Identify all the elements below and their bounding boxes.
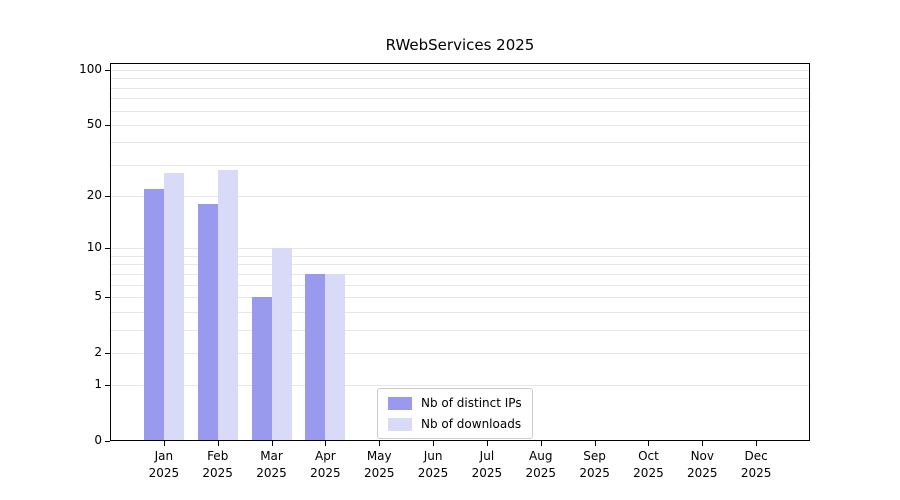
x-tick-mark	[325, 441, 327, 446]
gridline	[110, 385, 810, 387]
x-tick-label: Feb 2025	[202, 449, 233, 480]
gridline	[110, 78, 810, 80]
gridline	[110, 329, 810, 331]
legend-swatch	[388, 417, 412, 431]
x-tick-mark	[217, 441, 219, 446]
legend: Nb of distinct IPs Nb of downloads	[377, 388, 533, 439]
x-tick-label: Nov 2025	[687, 449, 718, 480]
legend-row: Nb of downloads	[388, 416, 522, 432]
y-tick-label: 2	[94, 344, 102, 359]
bar-distinct-ips	[305, 273, 326, 441]
x-tick-mark	[648, 441, 650, 446]
x-tick-mark	[271, 441, 273, 446]
x-tick-mark	[702, 441, 704, 446]
y-tick-label: 100	[79, 62, 102, 76]
y-tick-mark	[105, 196, 110, 198]
x-tick-mark	[486, 441, 488, 446]
legend-label: Nb of distinct IPs	[421, 396, 522, 410]
bar-distinct-ips	[143, 188, 164, 441]
gridline	[110, 255, 810, 257]
x-tick-mark	[594, 441, 596, 446]
legend-label: Nb of downloads	[421, 417, 522, 431]
gridline	[110, 110, 810, 112]
y-tick-label: 1	[94, 377, 102, 392]
bar-downloads	[217, 170, 238, 441]
gridline	[110, 296, 810, 298]
x-tick-label: Oct 2025	[633, 449, 664, 480]
x-tick-label: May 2025	[363, 449, 395, 480]
y-tick-label: 50	[86, 116, 102, 131]
gridline	[110, 311, 810, 313]
gridline	[110, 98, 810, 100]
bar-downloads	[325, 273, 346, 441]
y-tick-mark	[105, 385, 110, 387]
chart-title: RWebServices 2025	[385, 36, 535, 54]
x-tick-label: Jun 2025	[417, 449, 449, 480]
y-tick-mark	[105, 352, 110, 354]
legend-row: Nb of distinct IPs	[388, 395, 522, 411]
y-tick-mark	[105, 441, 110, 442]
gridline	[110, 70, 810, 71]
x-tick-label: Jul 2025	[471, 449, 503, 480]
x-tick-mark	[379, 441, 381, 446]
gridline	[110, 273, 810, 275]
bar-distinct-ips	[251, 296, 272, 441]
x-tick-mark	[540, 441, 542, 446]
y-tick-mark	[105, 124, 110, 126]
legend-swatch	[388, 396, 412, 410]
y-tick-label: 20	[86, 188, 102, 203]
bar-downloads	[163, 173, 184, 441]
gridline	[110, 124, 810, 126]
bar-downloads	[271, 248, 292, 441]
x-tick-label: Jan 2025	[148, 449, 180, 480]
y-tick-mark	[105, 70, 110, 71]
gridline	[110, 284, 810, 286]
gridline	[110, 264, 810, 266]
gridline	[110, 142, 810, 144]
gridline	[110, 248, 810, 250]
gridline	[110, 196, 810, 198]
x-tick-label: Mar 2025	[256, 449, 287, 480]
y-tick-label: 0	[94, 433, 102, 447]
x-tick-label: Dec 2025	[740, 449, 772, 480]
y-tick-mark	[105, 296, 110, 298]
y-tick-mark	[105, 248, 110, 250]
x-tick-mark	[433, 441, 435, 446]
x-tick-label: Sep 2025	[579, 449, 610, 480]
gridline	[110, 164, 810, 166]
x-tick-label: Aug 2025	[525, 449, 557, 480]
y-tick-label: 10	[86, 240, 102, 255]
gridline	[110, 352, 810, 354]
gridline	[110, 87, 810, 89]
x-tick-mark	[163, 441, 165, 446]
x-tick-mark	[756, 441, 758, 446]
y-tick-label: 5	[94, 288, 102, 303]
x-tick-label: Apr 2025	[310, 449, 341, 480]
bar-distinct-ips	[197, 204, 218, 441]
